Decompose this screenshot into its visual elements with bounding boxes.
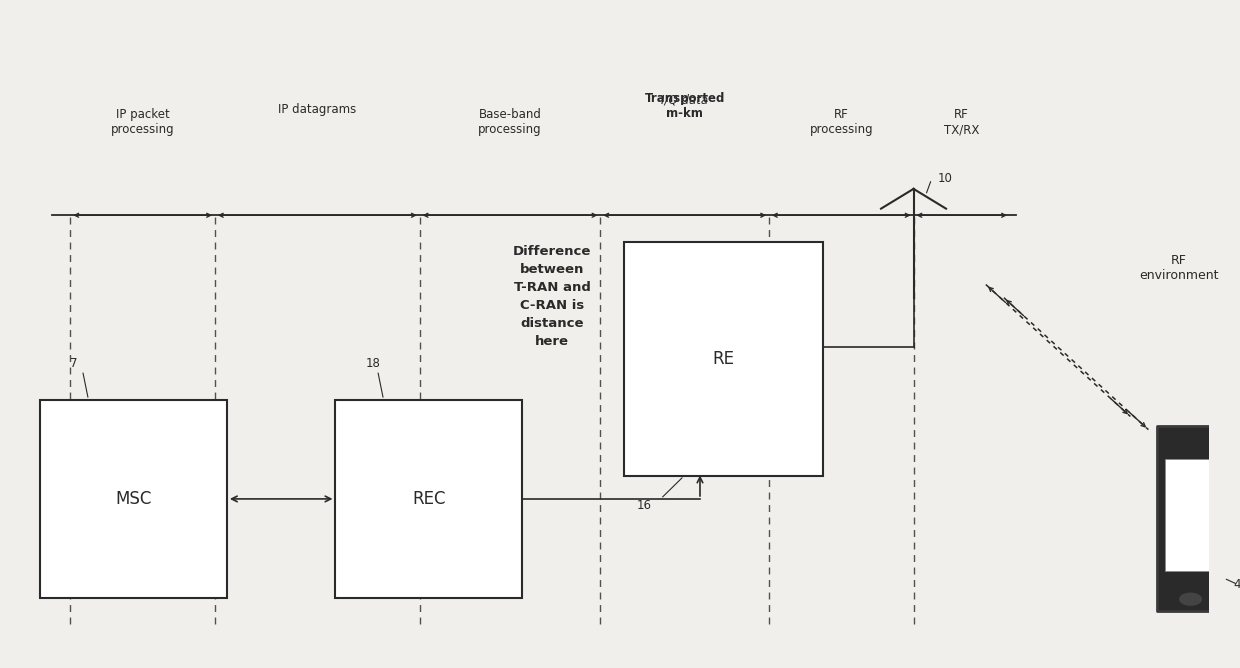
- Text: 7: 7: [71, 357, 78, 370]
- Text: RF
processing: RF processing: [810, 108, 873, 136]
- Text: IP packet
processing: IP packet processing: [110, 108, 175, 136]
- Text: 18: 18: [366, 357, 381, 370]
- Circle shape: [1179, 593, 1202, 605]
- Text: RF
environment: RF environment: [1138, 254, 1218, 282]
- Text: I/Q data: I/Q data: [661, 94, 708, 106]
- Bar: [625, 242, 823, 476]
- Text: Base-band
processing: Base-band processing: [479, 108, 542, 136]
- Text: MSC: MSC: [115, 490, 151, 508]
- Bar: [41, 400, 227, 598]
- Text: RE: RE: [713, 350, 735, 368]
- Text: 4: 4: [1234, 578, 1240, 591]
- Text: 16: 16: [636, 499, 651, 512]
- Text: RF
TX/RX: RF TX/RX: [944, 108, 980, 136]
- Text: IP datagrams: IP datagrams: [278, 104, 356, 116]
- Text: REC: REC: [412, 490, 445, 508]
- Text: Transported
m-km: Transported m-km: [645, 92, 725, 120]
- Bar: [1164, 460, 1216, 572]
- Text: Difference
between
T-RAN and
C-RAN is
distance
here: Difference between T-RAN and C-RAN is di…: [513, 245, 591, 348]
- Text: 10: 10: [937, 172, 952, 186]
- Bar: [335, 400, 522, 598]
- Bar: [1157, 426, 1224, 611]
